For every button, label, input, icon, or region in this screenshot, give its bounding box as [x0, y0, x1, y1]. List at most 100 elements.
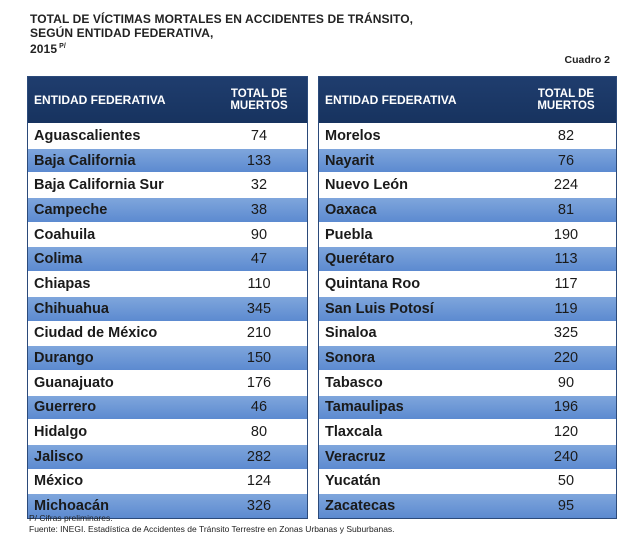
table-row: Puebla 190	[319, 221, 616, 247]
header-total: TOTAL DE MUERTOS	[211, 88, 307, 112]
state-name: Campeche	[34, 201, 108, 218]
deaths-value: 80	[250, 424, 268, 441]
right-table-body: Morelos 82 Nayarit 76 Nuevo León 224 Oaxaca 81 P…	[319, 123, 616, 518]
table-row: Coahuila 90	[28, 221, 307, 247]
table-row: Zacatecas 95	[319, 493, 616, 518]
deaths-value: 119	[554, 300, 578, 317]
title-year-line: 2015 P/	[30, 40, 413, 56]
state-name: Oaxaca	[325, 201, 377, 218]
state-name: Veracruz	[325, 448, 386, 465]
state-name: Nayarit	[325, 152, 375, 169]
header-total-line-1: TOTAL DE	[537, 88, 595, 100]
deaths-value: 81	[557, 201, 575, 218]
state-name: Nuevo León	[325, 177, 408, 194]
table-row: Michoacán 326	[28, 493, 307, 518]
table-row: Querétaro 113	[319, 246, 616, 272]
deaths-value: 325	[553, 325, 579, 342]
state-name: Tlaxcala	[325, 424, 383, 441]
state-name: San Luis Potosí	[325, 300, 434, 317]
deaths-value: 113	[554, 251, 578, 268]
state-name: Michoacán	[34, 498, 109, 515]
state-name: Hidalgo	[34, 424, 88, 441]
deaths-value: 47	[250, 251, 268, 268]
state-name: Zacatecas	[325, 498, 396, 515]
deaths-value: 74	[250, 127, 268, 144]
header-total-line-2: MUERTOS	[230, 100, 288, 112]
right-table: ENTIDAD FEDERATIVA TOTAL DE MUERTOS More…	[318, 76, 617, 519]
table-row: Baja California 133	[28, 147, 307, 173]
table-row: Guanajuato 176	[28, 369, 307, 395]
table-row: Durango 150	[28, 345, 307, 370]
table-row: Sonora 220	[319, 345, 616, 370]
deaths-value: 46	[250, 399, 268, 416]
deaths-value: 124	[246, 473, 272, 490]
footnotes: P/ Cifras preliminares. Fuente: INEGI. E…	[29, 513, 395, 535]
state-name: Chiapas	[34, 275, 91, 292]
title-year: 2015	[30, 42, 58, 56]
deaths-value: 133	[246, 152, 272, 169]
deaths-value: 282	[246, 448, 272, 465]
table-row: Tlaxcala 120	[319, 419, 616, 444]
right-table-header: ENTIDAD FEDERATIVA TOTAL DE MUERTOS	[319, 77, 616, 123]
deaths-value: 196	[553, 399, 579, 416]
title-year-superscript: P/	[59, 43, 66, 50]
footnote-preliminary: P/ Cifras preliminares.	[29, 513, 113, 523]
table-number: Cuadro 2	[564, 54, 610, 66]
state-name: Baja California Sur	[34, 177, 164, 194]
header-total-line-2: MUERTOS	[537, 100, 595, 112]
state-name: Quintana Roo	[325, 275, 421, 292]
state-name: Guerrero	[34, 399, 97, 416]
table-row: Yucatán 50	[319, 468, 616, 494]
table-row: México 124	[28, 468, 307, 494]
left-table: ENTIDAD FEDERATIVA TOTAL DE MUERTOS Agua…	[27, 76, 308, 519]
deaths-value: 90	[250, 226, 268, 243]
deaths-value: 82	[557, 127, 575, 144]
state-name: Yucatán	[325, 473, 381, 490]
left-table-body: Aguascalientes 74 Baja California 133 Baja C…	[28, 123, 307, 518]
deaths-value: 95	[557, 498, 575, 515]
state-name: México	[34, 473, 84, 490]
deaths-value: 90	[557, 374, 575, 391]
state-name: Puebla	[325, 226, 373, 243]
state-name: Sinaloa	[325, 325, 377, 342]
table-row: Jalisco 282	[28, 443, 307, 469]
table-row: Tamaulipas 196	[319, 394, 616, 420]
table-row: Chihuahua 345	[28, 295, 307, 321]
state-name: Morelos	[325, 127, 381, 144]
state-name: Guanajuato	[34, 374, 114, 391]
state-name: Aguascalientes	[34, 127, 141, 144]
table-row: Sinaloa 325	[319, 320, 616, 346]
header-total-line-1: TOTAL DE	[230, 88, 288, 100]
table-row: Aguascalientes 74	[28, 123, 307, 148]
table-row: Colima 47	[28, 246, 307, 272]
deaths-value: 110	[247, 275, 271, 292]
state-name: Tabasco	[325, 374, 383, 391]
deaths-value: 190	[553, 226, 579, 243]
state-name: Chihuahua	[34, 300, 109, 317]
table-row: Veracruz 240	[319, 443, 616, 469]
deaths-value: 224	[553, 177, 579, 194]
table-row: Tabasco 90	[319, 369, 616, 395]
state-name: Colima	[34, 251, 83, 268]
deaths-value: 117	[554, 275, 578, 292]
table-row: Quintana Roo 117	[319, 271, 616, 296]
title-line-2: SEGÚN ENTIDAD FEDERATIVA,	[30, 26, 214, 40]
state-name: Querétaro	[325, 251, 395, 268]
state-name: Ciudad de México	[34, 325, 158, 342]
header-entidad: ENTIDAD FEDERATIVA	[34, 93, 166, 107]
left-table-header: ENTIDAD FEDERATIVA TOTAL DE MUERTOS	[28, 77, 307, 123]
table-row: Oaxaca 81	[319, 197, 616, 222]
header-entidad: ENTIDAD FEDERATIVA	[325, 93, 457, 107]
state-name: Baja California	[34, 152, 136, 169]
state-name: Sonora	[325, 350, 375, 367]
table-row: Guerrero 46	[28, 394, 307, 420]
table-row: Hidalgo 80	[28, 419, 307, 444]
deaths-value: 210	[246, 325, 272, 342]
footnote-source: Fuente: INEGI. Estadística de Accidentes…	[29, 524, 395, 534]
state-name: Durango	[34, 350, 94, 367]
deaths-value: 76	[557, 152, 575, 169]
table-row: San Luis Potosí 119	[319, 295, 616, 321]
deaths-value: 240	[553, 448, 579, 465]
deaths-value: 176	[246, 374, 272, 391]
table-row: Campeche 38	[28, 197, 307, 222]
